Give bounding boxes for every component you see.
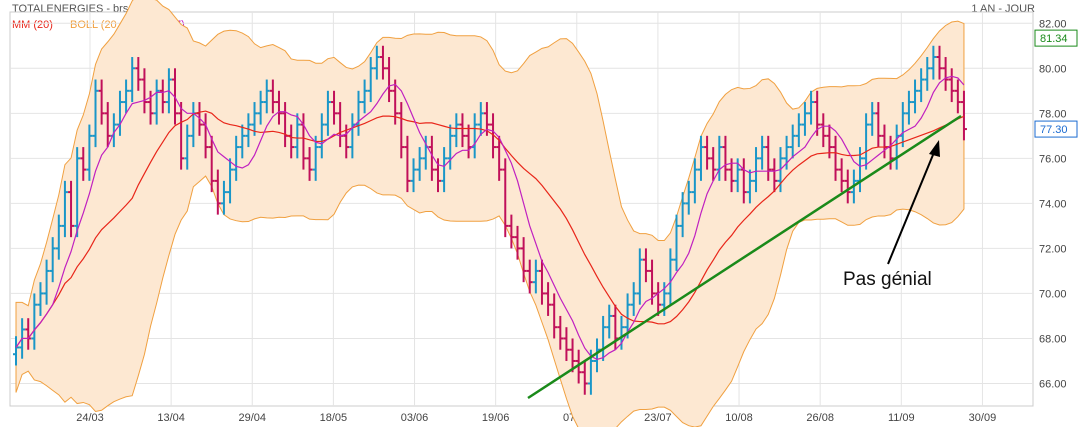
y-tick-label: 82.00 xyxy=(1039,18,1067,30)
y-tick-label: 68.00 xyxy=(1039,333,1067,345)
y-tick-label: 72.00 xyxy=(1039,243,1067,255)
bollinger-band xyxy=(15,0,965,427)
annotation-text: Pas génial xyxy=(843,269,932,290)
last-price-tag: 77.30 xyxy=(1040,124,1068,136)
x-tick-label: 24/03 xyxy=(76,412,104,424)
mm20-line xyxy=(15,110,965,348)
y-tick-label: 70.00 xyxy=(1039,288,1067,300)
plot-frame xyxy=(9,11,1034,407)
x-tick-label: 29/04 xyxy=(238,412,266,424)
trendline xyxy=(527,114,962,400)
legend-mm20[interactable]: MM (20) xyxy=(12,19,53,31)
y-tick-label: 74.00 xyxy=(1039,198,1067,210)
x-tick-label: 10/08 xyxy=(725,412,753,424)
x-tick-label: 19/06 xyxy=(482,412,510,424)
x-tick-label: 30/09 xyxy=(969,412,997,424)
x-tick-label: 23/07 xyxy=(644,412,672,424)
x-tick-label: 18/05 xyxy=(320,412,348,424)
x-tick-label: 11/09 xyxy=(888,412,915,424)
upper-band-price-tag-box xyxy=(1034,29,1078,47)
x-tick-label: 26/08 xyxy=(806,412,834,424)
upper-band-price-tag: 81.34 xyxy=(1040,33,1068,45)
y-tick-label: 80.00 xyxy=(1039,63,1067,75)
x-tick-label: 03/06 xyxy=(401,412,429,424)
annotation-arrow xyxy=(887,149,936,265)
y-tick-label: 76.00 xyxy=(1039,153,1067,165)
legend-bollinger[interactable]: BOLL (20, 2) xyxy=(70,19,133,31)
y-tick-label: 66.00 xyxy=(1039,378,1067,390)
last-price-tag-box xyxy=(1034,120,1078,138)
x-tick-label: 13/04 xyxy=(157,412,185,424)
arrow-head xyxy=(929,140,940,157)
mm7-line xyxy=(15,75,965,361)
y-tick-label: 78.00 xyxy=(1039,108,1067,120)
